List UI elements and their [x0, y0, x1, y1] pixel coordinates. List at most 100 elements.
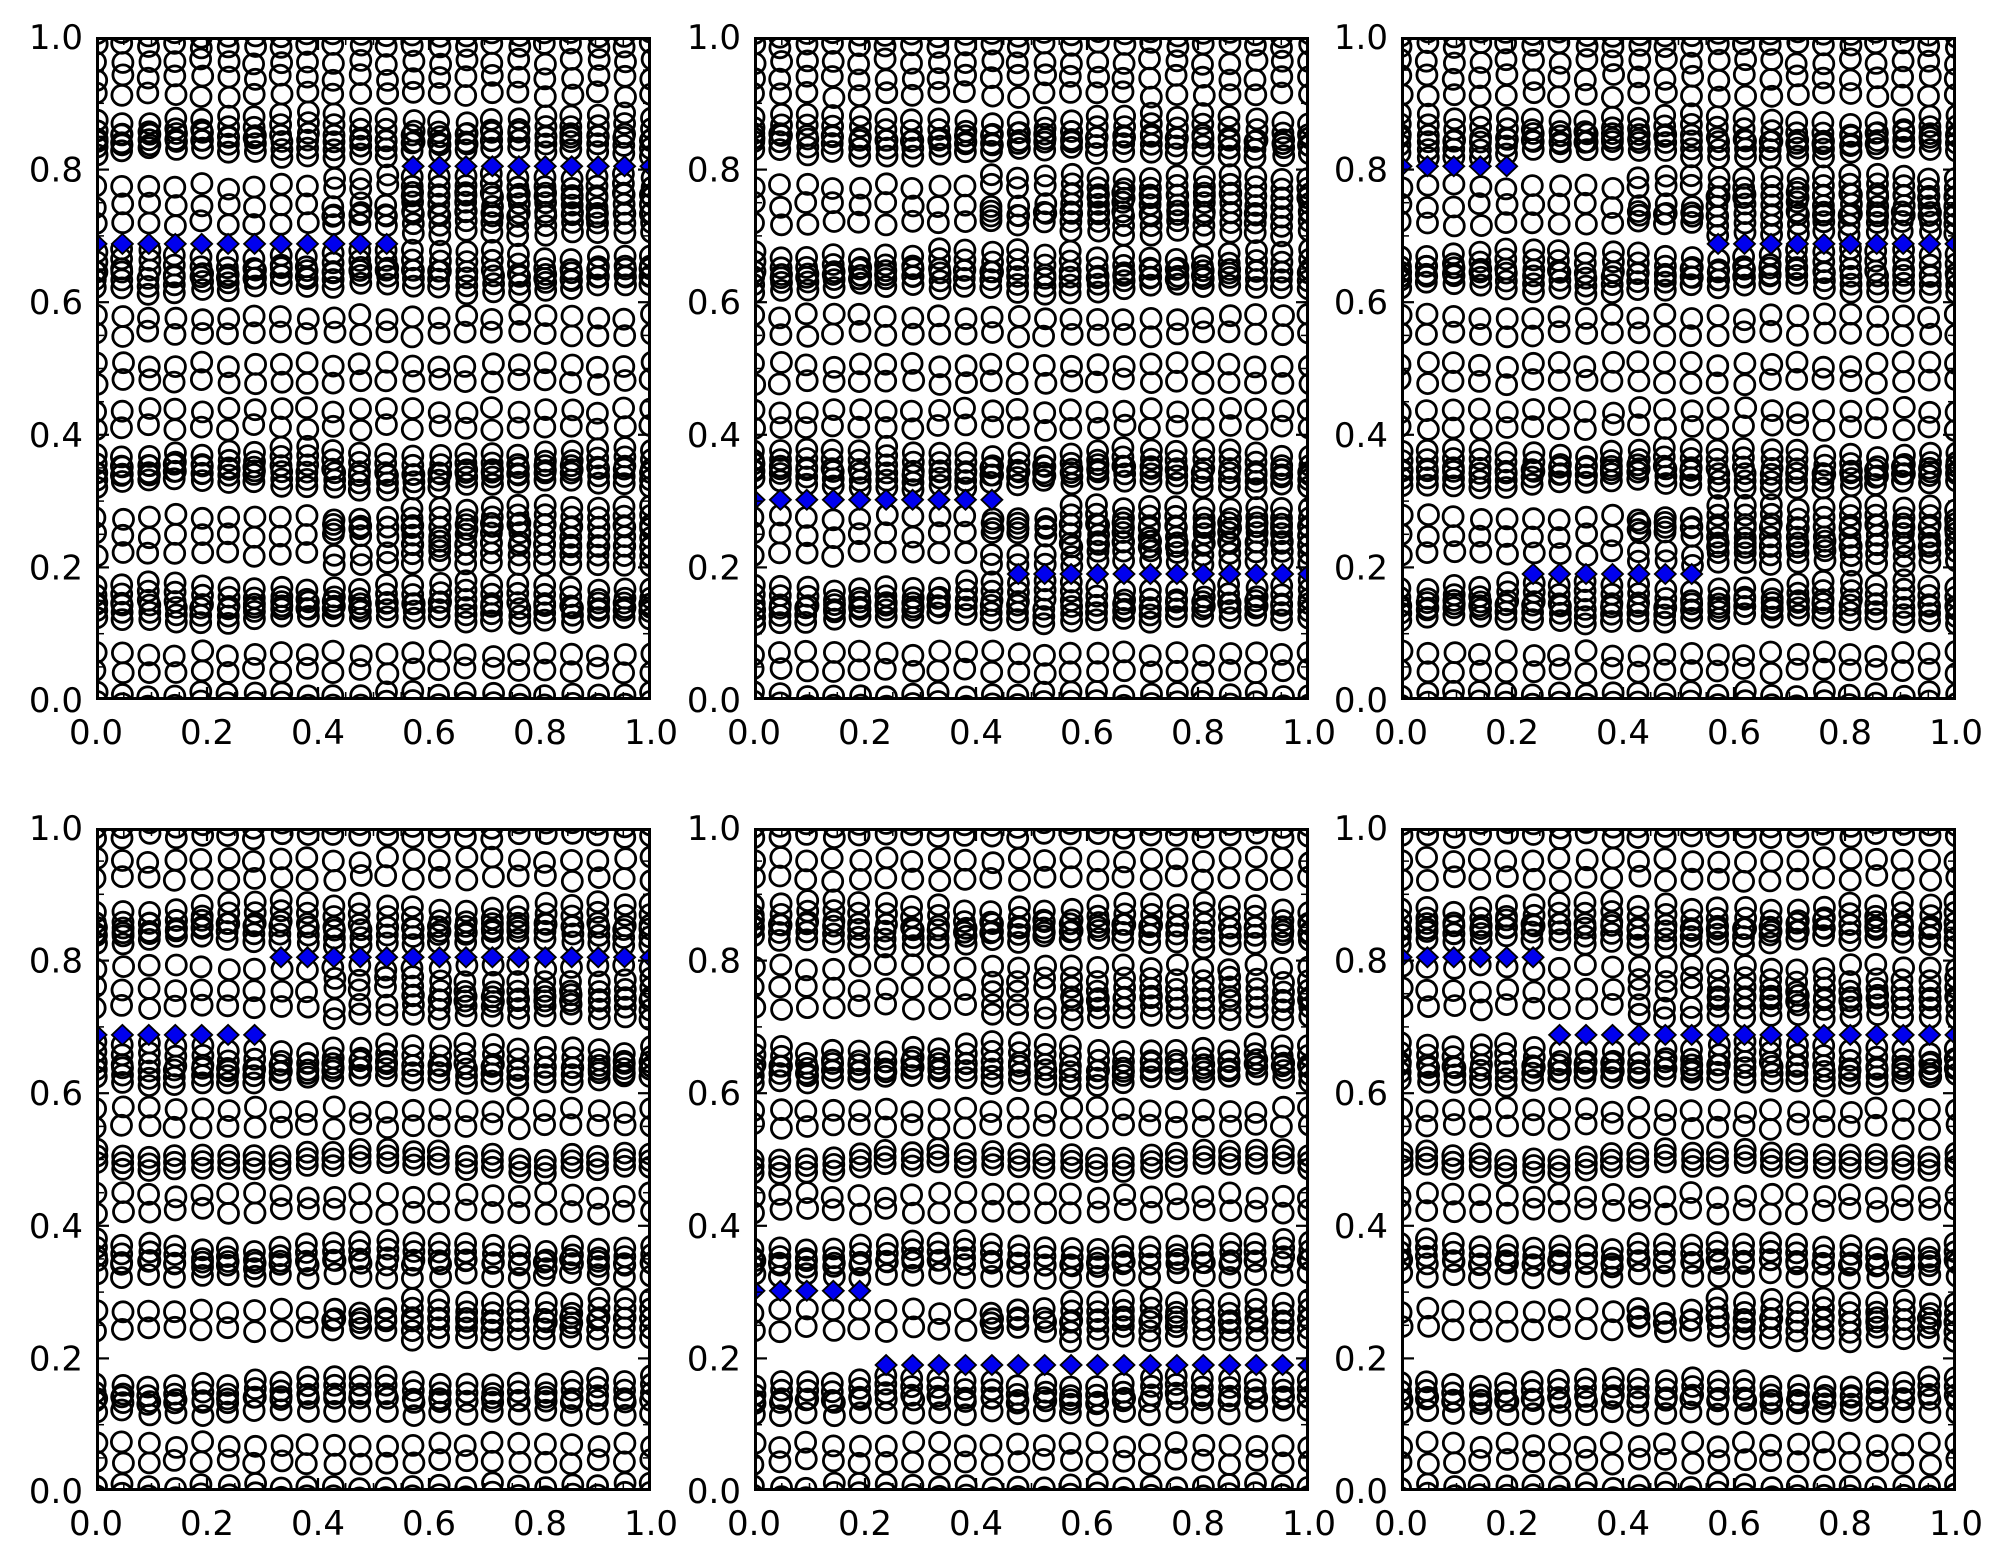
y-tick-label: 0.8	[29, 942, 83, 982]
x-tick-label: 0.0	[69, 1504, 123, 1544]
x-tick-label: 0.4	[291, 1504, 345, 1544]
x-tick-label: 0.6	[402, 1504, 456, 1544]
x-tick-label: 0.0	[727, 1504, 781, 1544]
subplot-top-middle-plot-area	[754, 37, 1309, 700]
y-tick-label: 0.6	[29, 1074, 83, 1114]
x-tick-label: 0.4	[1596, 713, 1650, 753]
y-tick-label: 0.4	[29, 416, 83, 456]
subplot-bottom-left: 0.0 0.2 0.4 0.6 0.8 1.0 0.0 0.2 0.4 0.6 0.8 1.0	[29, 809, 678, 1544]
y-tick-label: 0.0	[687, 681, 741, 721]
x-tick-label: 0.0	[1374, 1504, 1428, 1544]
y-tick-label: 0.2	[1334, 548, 1388, 588]
x-tick-label: 0.8	[1171, 713, 1225, 753]
y-tick-label: 0.4	[687, 1207, 741, 1247]
x-tick-label: 0.6	[1707, 713, 1761, 753]
y-tick-label: 0.8	[687, 942, 741, 982]
y-tick-labels: 0.0 0.2 0.4 0.6 0.8 1.0	[687, 809, 741, 1512]
x-tick-label: 0.6	[1060, 713, 1114, 753]
y-tick-label: 0.0	[1334, 1472, 1388, 1512]
x-tick-label: 0.2	[180, 1504, 234, 1544]
spectrum-circles-layer	[96, 37, 651, 700]
axes-frame	[96, 828, 651, 1491]
x-tick-label: 0.2	[1485, 1504, 1539, 1544]
x-tick-label: 1.0	[624, 713, 678, 753]
x-tick-label: 0.8	[1818, 1504, 1872, 1544]
subplot-bottom-middle: 0.0 0.2 0.4 0.6 0.8 1.0 0.0 0.2 0.4 0.6 0.8 1.0	[687, 809, 1336, 1544]
y-tick-label: 0.6	[687, 1074, 741, 1114]
y-tick-labels: 0.0 0.2 0.4 0.6 0.8 1.0	[29, 18, 83, 721]
y-tick-label: 0.2	[29, 1339, 83, 1379]
spectrum-circles-layer	[96, 828, 651, 1491]
axes-frame	[754, 37, 1309, 700]
subplot-top-right: 0.0 0.2 0.4 0.6 0.8 1.0 0.0 0.2 0.4 0.6 0.8 1.0	[1334, 18, 1983, 753]
y-tick-label: 0.2	[687, 1339, 741, 1379]
subplot-top-left: 0.0 0.2 0.4 0.6 0.8 1.0 0.0 0.2 0.4 0.6 0.8 1.0	[29, 18, 678, 753]
edge-state-diamonds-layer	[96, 946, 651, 1047]
subplot-bottom-left-plot-area	[96, 828, 651, 1491]
x-tick-label: 0.8	[513, 1504, 567, 1544]
edge-state-diamonds-layer	[754, 1279, 1309, 1377]
y-tick-label: 0.8	[1334, 151, 1388, 191]
x-tick-label: 0.2	[838, 1504, 892, 1544]
subplot-top-left-plot-area	[96, 37, 651, 700]
y-tick-label: 0.4	[687, 416, 741, 456]
subplot-bottom-right: 0.0 0.2 0.4 0.6 0.8 1.0 0.0 0.2 0.4 0.6 0.8 1.0	[1334, 809, 1983, 1544]
x-tick-label: 0.6	[402, 713, 456, 753]
edge-state-diamonds-layer	[1401, 946, 1956, 1047]
spectrum-circles-layer	[1401, 828, 1956, 1491]
y-tick-labels: 0.0 0.2 0.4 0.6 0.8 1.0	[1334, 18, 1388, 721]
y-tick-label: 0.0	[29, 681, 83, 721]
edge-state-diamonds-layer	[754, 488, 1309, 586]
y-tick-label: 1.0	[1334, 18, 1388, 58]
spectrum-circles-layer	[1401, 37, 1956, 700]
x-tick-labels: 0.0 0.2 0.4 0.6 0.8 1.0	[1374, 1504, 1983, 1544]
y-tick-label: 0.4	[1334, 416, 1388, 456]
y-tick-label: 0.6	[687, 283, 741, 323]
x-tick-labels: 0.0 0.2 0.4 0.6 0.8 1.0	[69, 1504, 678, 1544]
x-tick-label: 0.0	[1374, 713, 1428, 753]
y-tick-labels: 0.0 0.2 0.4 0.6 0.8 1.0	[687, 18, 741, 721]
axes-frame	[754, 828, 1309, 1491]
x-tick-label: 0.4	[949, 713, 1003, 753]
y-tick-label: 0.0	[29, 1472, 83, 1512]
y-tick-label: 0.2	[1334, 1339, 1388, 1379]
axes-frame	[1401, 828, 1956, 1491]
x-tick-label: 0.6	[1707, 1504, 1761, 1544]
y-tick-label: 1.0	[687, 809, 741, 849]
y-tick-labels: 0.0 0.2 0.4 0.6 0.8 1.0	[29, 809, 83, 1512]
y-tick-label: 1.0	[1334, 809, 1388, 849]
x-tick-labels: 0.0 0.2 0.4 0.6 0.8 1.0	[1374, 713, 1983, 753]
x-tick-label: 0.0	[69, 713, 123, 753]
y-tick-label: 0.6	[1334, 1074, 1388, 1114]
y-tick-label: 0.2	[687, 548, 741, 588]
x-tick-label: 0.4	[1596, 1504, 1650, 1544]
x-tick-label: 0.4	[291, 713, 345, 753]
edge-state-diamonds-layer	[96, 155, 651, 256]
y-tick-label: 0.8	[29, 151, 83, 191]
y-tick-label: 0.2	[29, 548, 83, 588]
x-tick-labels: 0.0 0.2 0.4 0.6 0.8 1.0	[727, 1504, 1336, 1544]
x-tick-label: 1.0	[624, 1504, 678, 1544]
x-tick-label: 0.2	[180, 713, 234, 753]
axes-frame	[1401, 37, 1956, 700]
x-tick-label: 0.8	[1818, 713, 1872, 753]
x-tick-labels: 0.0 0.2 0.4 0.6 0.8 1.0	[727, 713, 1336, 753]
y-tick-label: 0.4	[1334, 1207, 1388, 1247]
x-tick-label: 1.0	[1282, 1504, 1336, 1544]
edge-state-diamonds-layer	[1401, 155, 1956, 586]
subplot-top-right-plot-area	[1401, 37, 1956, 700]
x-tick-label: 0.6	[1060, 1504, 1114, 1544]
x-tick-label: 0.8	[1171, 1504, 1225, 1544]
y-tick-label: 0.0	[687, 1472, 741, 1512]
axes-frame	[96, 37, 651, 700]
x-tick-label: 1.0	[1929, 1504, 1983, 1544]
x-tick-label: 0.2	[1485, 713, 1539, 753]
subplot-top-middle: 0.0 0.2 0.4 0.6 0.8 1.0 0.0 0.2 0.4 0.6 0.8 1.0	[687, 18, 1336, 753]
x-tick-label: 0.4	[949, 1504, 1003, 1544]
spectrum-circles-layer	[754, 828, 1309, 1491]
spectrum-circles-layer	[754, 37, 1309, 700]
y-tick-label: 1.0	[29, 809, 83, 849]
y-tick-label: 1.0	[687, 18, 741, 58]
